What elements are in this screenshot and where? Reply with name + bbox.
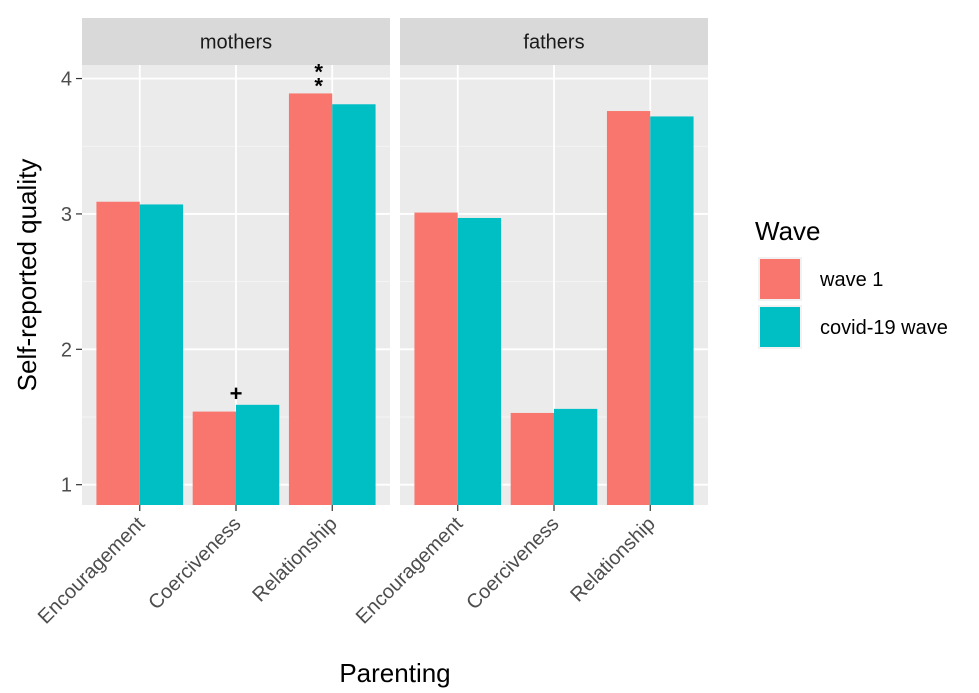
legend-title: Wave <box>755 216 821 246</box>
x-tick-label: Encouragement <box>34 513 150 629</box>
y-tick-label: 1 <box>61 475 72 497</box>
bar <box>510 412 554 505</box>
significance-marker: + <box>230 381 243 406</box>
x-tick-label: Encouragement <box>352 513 468 629</box>
x-tick-label: Coerciveness <box>144 513 245 614</box>
bar <box>332 104 376 505</box>
y-tick-label: 3 <box>61 204 72 226</box>
x-axis-title: Parenting <box>339 658 450 688</box>
bar <box>236 404 280 505</box>
legend-swatch <box>760 259 800 299</box>
bar <box>554 408 598 505</box>
y-tick-label: 2 <box>61 339 72 361</box>
x-tick-label: Relationship <box>248 513 341 606</box>
bar <box>606 111 651 506</box>
legend-label: covid-19 wave <box>820 317 948 339</box>
legend-swatch <box>760 307 800 347</box>
bar <box>414 212 458 506</box>
facet-strip <box>400 18 708 65</box>
legend-label: wave 1 <box>819 269 883 291</box>
bar <box>192 411 236 505</box>
y-tick-label: 4 <box>61 69 72 91</box>
x-tick-label: Coerciveness <box>462 513 563 614</box>
bar <box>139 204 184 505</box>
facet-label-fathers: fathers <box>523 32 584 54</box>
bar <box>96 201 140 505</box>
y-axis-title: Self-reported quality <box>12 159 42 392</box>
bar <box>288 93 333 505</box>
bar <box>457 217 502 505</box>
facet-strip <box>82 18 390 65</box>
facet-label-mothers: mothers <box>200 32 272 54</box>
bar <box>650 116 694 505</box>
significance-marker: * * <box>314 59 323 98</box>
x-tick-label: Relationship <box>566 513 659 606</box>
